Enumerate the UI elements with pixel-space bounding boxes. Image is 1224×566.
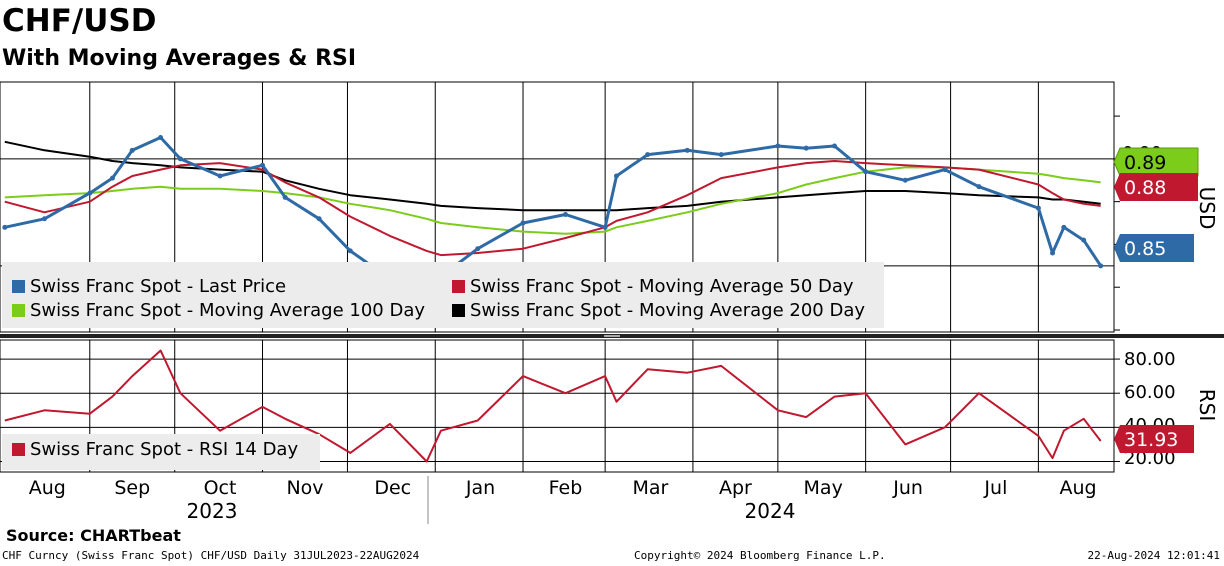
x-tick-label: Jun (892, 477, 923, 499)
rsi-legend-bg (2, 434, 320, 470)
last-price-point (87, 190, 93, 196)
source-note: Source: CHARTbeat (6, 526, 181, 545)
x-tick-label: Jan (465, 477, 495, 499)
last-price-point (613, 173, 619, 179)
last-price-point (775, 143, 781, 149)
year-label-2023: 2023 (187, 499, 238, 523)
x-tick-label: Aug (29, 477, 66, 499)
last-price-point (158, 134, 164, 140)
legend-swatch-last-price (12, 280, 25, 293)
x-axis: Aug Sep Oct Nov Dec Jan Feb Mar Apr May Jun Jul Aug (29, 477, 1097, 499)
last-price-point (1035, 205, 1041, 211)
legend-swatch-ma200 (452, 304, 465, 317)
last-price-point (1050, 250, 1056, 256)
chart-title: CHF/USD (2, 3, 157, 39)
last-price-point (109, 175, 115, 181)
x-tick-label: Nov (286, 477, 323, 499)
x-tick-label: Oct (204, 477, 237, 499)
footer-copyright: Copyright© 2024 Bloomberg Finance L.P. (634, 549, 886, 562)
last-price-point (2, 224, 8, 230)
last-price-point (718, 152, 724, 158)
legend-label-ma100: Swiss Franc Spot - Moving Average 100 Da… (30, 300, 425, 321)
last-price-point (260, 162, 266, 168)
legend-label-ma200: Swiss Franc Spot - Moving Average 200 Da… (470, 300, 865, 321)
tag-ma100: 0.89 (1113, 147, 1199, 177)
last-price-point (1098, 263, 1104, 269)
tag-last-price-value: 0.85 (1124, 238, 1166, 260)
x-tick-label: Apr (719, 477, 752, 499)
series-line-ma200 (4, 140, 1101, 212)
price-panel-frame (0, 81, 1115, 333)
footer-ticker-info: CHF Curncy (Swiss Franc Spot) CHF/USD Da… (2, 549, 420, 562)
series-line-ma50 (4, 160, 1101, 257)
rsi-tick-label: 80.00 (1124, 349, 1176, 370)
rsi-tick-label: 60.00 (1124, 382, 1176, 403)
last-price-point (1081, 237, 1087, 243)
tag-ma50-value: 0.88 (1124, 177, 1166, 199)
last-price-point (217, 173, 223, 179)
last-price-point (902, 177, 908, 183)
legend-label-last-price: Swiss Franc Spot - Last Price (30, 276, 286, 297)
last-price-point (942, 167, 948, 173)
last-price-point (803, 145, 809, 151)
legend-swatch-ma50 (452, 280, 465, 293)
tag-ma100-value: 0.89 (1124, 152, 1166, 174)
last-price-point (602, 224, 608, 230)
last-price-point (177, 156, 183, 162)
tag-ma50: 0.88 (1114, 173, 1198, 201)
last-price-point (41, 216, 47, 222)
last-price-point (684, 147, 690, 153)
x-tick-label: Jul (983, 477, 1007, 499)
series-line-ma100 (4, 166, 1101, 235)
last-price-point (832, 143, 837, 149)
last-price-point (129, 147, 135, 153)
rsi-legend: Swiss Franc Spot - RSI 14 Day (2, 434, 320, 470)
tag-rsi-value: 31.93 (1124, 429, 1178, 451)
last-price-point (645, 152, 651, 158)
last-price-point (316, 216, 322, 222)
x-tick-label: Feb (549, 477, 583, 499)
legend-label-ma50: Swiss Franc Spot - Moving Average 50 Day (470, 276, 854, 297)
last-price-point (347, 248, 353, 254)
series-line-rsi (4, 349, 1102, 463)
rsi-axis-label: RSI (1195, 389, 1219, 422)
footer-timestamp: 22-Aug-2024 12:01:41 (1087, 549, 1220, 562)
last-price-point (475, 246, 481, 252)
last-price-point (520, 220, 526, 226)
x-tick-label: Dec (374, 477, 411, 499)
last-price-point (1061, 224, 1067, 230)
x-tick-label: May (804, 477, 843, 499)
rsi-panel-frame (0, 339, 1115, 473)
price-legend-bg (2, 262, 884, 328)
chart-subtitle: With Moving Averages & RSI (2, 46, 357, 71)
tag-rsi: 31.93 (1114, 425, 1194, 453)
year-label-2024: 2024 (745, 499, 796, 523)
last-price-point (863, 169, 869, 175)
legend-swatch-ma100 (12, 304, 25, 317)
price-axis-label: USD (1195, 187, 1219, 230)
x-tick-label: Sep (114, 477, 150, 499)
tag-last-price: 0.85 (1114, 234, 1194, 262)
last-price-point (976, 184, 982, 190)
price-legend: Swiss Franc Spot - Last Price Swiss Fran… (2, 262, 884, 328)
rsi-series-layer (4, 349, 1102, 463)
x-tick-label: Mar (633, 477, 669, 499)
legend-swatch-rsi (12, 443, 25, 456)
chart-area: Swiss Franc Spot - Last Price Swiss Fran… (0, 81, 1224, 524)
last-price-point (562, 211, 568, 217)
legend-label-rsi: Swiss Franc Spot - RSI 14 Day (30, 439, 298, 460)
last-price-point (282, 194, 288, 200)
x-tick-label: Aug (1059, 477, 1096, 499)
rsi-tick-label: 20.00 (1124, 448, 1176, 469)
